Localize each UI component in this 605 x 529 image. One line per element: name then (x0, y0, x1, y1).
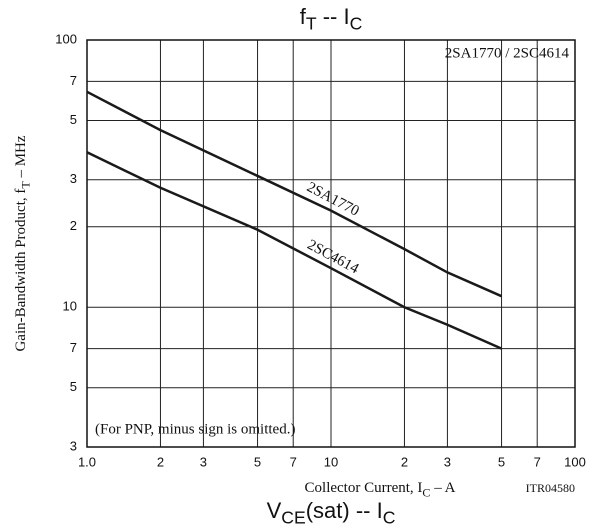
y-tick-label: 3 (70, 171, 77, 186)
chart-title: fT -- IC (300, 4, 363, 33)
y-tick-label: 5 (70, 112, 77, 127)
y-tick-label: 2 (70, 218, 77, 233)
x-tick-label: 10 (324, 454, 338, 469)
plot-frame (86, 39, 576, 448)
x-tick-label: 1.0 (78, 454, 96, 469)
text-part: Gain-Bandwidth Product, f (13, 189, 29, 352)
x-tick-label: 2 (401, 454, 408, 469)
y-tick-label: 100 (55, 31, 77, 46)
y-tick-label: 10 (63, 299, 77, 314)
x-tick-label: 2 (157, 454, 164, 469)
subscript: C (383, 507, 396, 527)
text-part: (sat) -- I (306, 498, 383, 523)
subscript: T (18, 181, 32, 189)
series-label: 2SC4614 (304, 237, 361, 278)
text-part: -- I (317, 4, 350, 29)
x-tick-label: 5 (498, 454, 505, 469)
x-tick-label: 7 (534, 454, 541, 469)
x-tick-label: 3 (444, 454, 451, 469)
annotation: ITR04580 (526, 481, 575, 495)
series-line (86, 90, 503, 298)
y-tick-label: 7 (70, 73, 77, 88)
subscript: C (422, 485, 430, 499)
series-line (86, 151, 503, 350)
y-axis-label: Gain-Bandwidth Product, fT – MHz (13, 135, 32, 351)
y-tick-label: 7 (70, 340, 77, 355)
text-part: f (300, 4, 307, 29)
next-chart-title: VCE(sat) -- IC (267, 498, 396, 527)
x-tick-label: 5 (254, 454, 261, 469)
text-part: Collector Current, I (305, 480, 423, 496)
x-axis-label: Collector Current, IC – A (305, 480, 456, 499)
x-tick-label: 100 (564, 454, 586, 469)
subscript: CE (281, 507, 305, 527)
y-tick-label: 5 (70, 379, 77, 394)
series-label: 2SA1770 (304, 179, 362, 220)
subscript: T (306, 13, 317, 33)
annotation: (For PNP, minus sign is omitted.) (95, 421, 295, 437)
annotation: 2SA1770 / 2SC4614 (445, 45, 570, 61)
text-part: – MHz (13, 135, 29, 181)
x-tick-label: 3 (200, 454, 207, 469)
text-part: V (267, 498, 282, 523)
text-part: – A (430, 480, 455, 496)
subscript: C (350, 13, 363, 33)
x-tick-label: 7 (290, 454, 297, 469)
y-tick-label: 3 (70, 438, 77, 453)
